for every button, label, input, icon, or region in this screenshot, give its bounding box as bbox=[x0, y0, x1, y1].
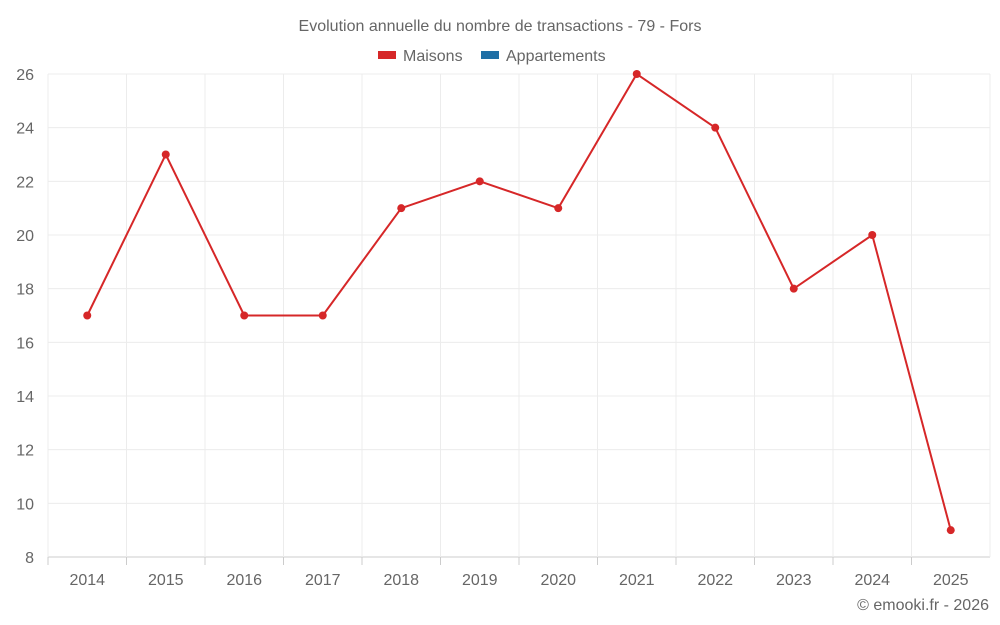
y-tick-label: 20 bbox=[16, 228, 34, 245]
data-point[interactable] bbox=[161, 150, 170, 159]
x-tick-label: 2021 bbox=[619, 572, 655, 589]
data-point[interactable] bbox=[789, 284, 798, 293]
data-point[interactable] bbox=[83, 311, 92, 320]
data-point[interactable] bbox=[632, 70, 641, 78]
data-point[interactable] bbox=[946, 526, 955, 535]
data-point[interactable] bbox=[554, 204, 563, 213]
y-tick-label: 14 bbox=[16, 389, 34, 406]
y-tick-label: 12 bbox=[16, 443, 34, 460]
x-tick-label: 2022 bbox=[697, 572, 733, 589]
chart-title: Evolution annuelle du nombre de transact… bbox=[299, 18, 702, 35]
x-tick-label: 2025 bbox=[933, 572, 969, 589]
x-tick-label: 2019 bbox=[462, 572, 498, 589]
data-point[interactable] bbox=[711, 123, 720, 132]
y-tick-label: 16 bbox=[16, 335, 34, 352]
series-line-maisons bbox=[86, 72, 952, 531]
x-tick-label: 2024 bbox=[854, 572, 890, 589]
data-point[interactable] bbox=[397, 204, 406, 213]
x-tick-label: 2017 bbox=[305, 572, 341, 589]
y-tick-label: 22 bbox=[16, 174, 34, 191]
y-tick-label: 18 bbox=[16, 282, 34, 299]
y-tick-label: 26 bbox=[16, 67, 34, 84]
data-point[interactable] bbox=[240, 311, 249, 320]
legend: Maisons Appartements bbox=[378, 48, 606, 65]
x-tick-label: 2015 bbox=[148, 572, 184, 589]
data-point[interactable] bbox=[868, 231, 877, 239]
x-tick-label: 2018 bbox=[383, 572, 419, 589]
legend-label-appartements[interactable]: Appartements bbox=[506, 48, 606, 65]
data-point[interactable] bbox=[475, 177, 484, 186]
data-point[interactable] bbox=[318, 311, 327, 320]
credit: © emooki.fr - 2026 bbox=[857, 597, 989, 614]
y-tick-label: 8 bbox=[25, 550, 34, 567]
legend-swatch-maisons bbox=[378, 51, 396, 59]
x-tick-label: 2016 bbox=[226, 572, 262, 589]
legend-label-maisons[interactable]: Maisons bbox=[403, 48, 463, 65]
x-tick-label: 2023 bbox=[776, 572, 812, 589]
x-tick-label: 2014 bbox=[69, 572, 105, 589]
x-tick-label: 2020 bbox=[540, 572, 576, 589]
y-tick-label: 24 bbox=[16, 121, 34, 138]
legend-swatch-appartements bbox=[481, 51, 499, 59]
y-tick-label: 10 bbox=[16, 496, 34, 513]
